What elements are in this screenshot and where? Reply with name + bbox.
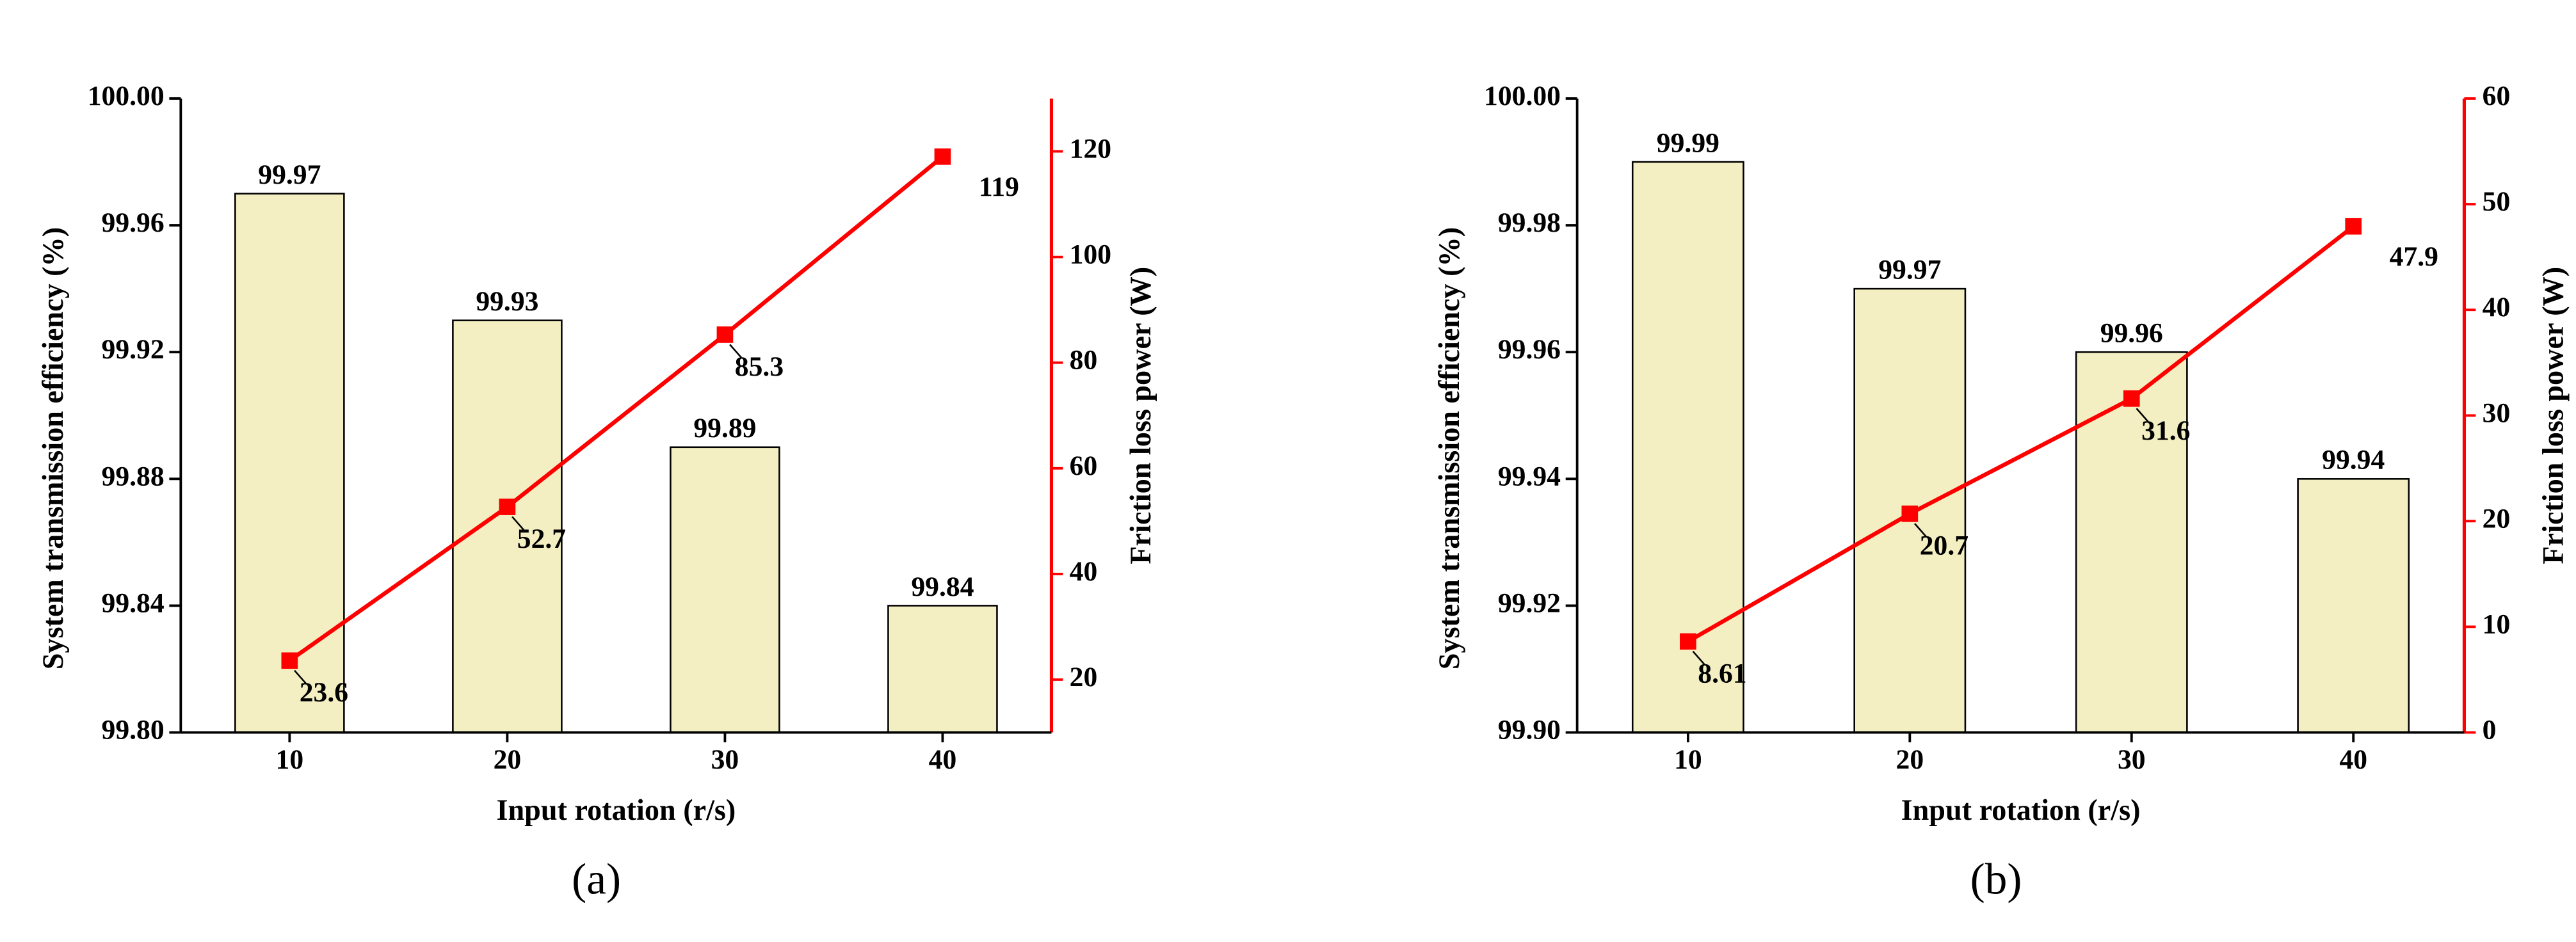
x-tick-label: 40 bbox=[929, 744, 957, 775]
x-tick-label: 10 bbox=[276, 744, 304, 775]
y2-tick-label: 0 bbox=[2483, 715, 2497, 746]
bar-value-label: 99.97 bbox=[258, 159, 321, 190]
y2-tick-label: 30 bbox=[2483, 397, 2511, 428]
marker bbox=[499, 499, 516, 515]
y2-tick-label: 20 bbox=[1070, 662, 1098, 692]
y-tick-label: 99.84 bbox=[102, 587, 165, 618]
y2-axis-title: Friction loss power (W) bbox=[1124, 267, 1157, 564]
y-tick-label: 100.00 bbox=[1484, 81, 1561, 111]
leader-line bbox=[511, 516, 525, 531]
y2-tick-label: 80 bbox=[1070, 345, 1098, 376]
bar bbox=[2297, 478, 2410, 733]
marker bbox=[716, 326, 734, 343]
y-tick-label: 99.90 bbox=[1498, 715, 1561, 746]
y2-tick-label: 120 bbox=[1070, 134, 1111, 164]
y-tick-label: 99.80 bbox=[102, 715, 165, 746]
bar-value-label: 99.94 bbox=[2322, 445, 2385, 475]
y2-tick-label: 60 bbox=[2483, 81, 2511, 111]
point-value-label: 119 bbox=[979, 172, 1019, 202]
y2-tick-label: 40 bbox=[1070, 556, 1098, 587]
y-tick-label: 99.92 bbox=[1498, 587, 1561, 618]
point-value-label: 23.6 bbox=[300, 677, 348, 708]
caption: (a) bbox=[572, 854, 621, 904]
y2-tick-label: 100 bbox=[1070, 239, 1111, 270]
bar-value-label: 99.96 bbox=[2100, 318, 2163, 349]
point-value-label: 31.6 bbox=[2141, 415, 2190, 446]
y2-tick-label: 10 bbox=[2483, 609, 2511, 639]
y2-tick-label: 50 bbox=[2483, 186, 2511, 217]
marker bbox=[1680, 633, 1696, 650]
y-axis-title: System transmission efficiency (%) bbox=[1433, 227, 1465, 669]
bar bbox=[234, 193, 345, 733]
y-tick-label: 99.96 bbox=[1498, 334, 1561, 365]
caption: (b) bbox=[1970, 854, 2022, 904]
bar-value-label: 99.99 bbox=[1657, 127, 1719, 158]
marker bbox=[2345, 218, 2362, 235]
y-tick-label: 100.00 bbox=[88, 81, 165, 111]
bar-value-label: 99.93 bbox=[476, 286, 538, 317]
point-value-label: 8.61 bbox=[1698, 658, 1746, 689]
y2-tick-label: 40 bbox=[2483, 292, 2511, 323]
x-tick-label: 10 bbox=[1674, 744, 1702, 775]
y2-tick-label: 60 bbox=[1070, 451, 1098, 481]
marker bbox=[1901, 505, 1919, 522]
point-value-label: 52.7 bbox=[517, 523, 566, 554]
point-value-label: 85.3 bbox=[735, 351, 784, 382]
bar bbox=[2075, 351, 2188, 733]
y-tick-label: 99.98 bbox=[1498, 207, 1561, 238]
x-tick-label: 30 bbox=[711, 744, 739, 775]
leader-line bbox=[2136, 408, 2149, 422]
y-axis-title: System transmission efficiency (%) bbox=[36, 227, 69, 669]
x-tick-label: 40 bbox=[2339, 744, 2367, 775]
line bbox=[288, 155, 944, 662]
y-tick-label: 99.88 bbox=[102, 461, 165, 491]
leader-line bbox=[1692, 650, 1705, 666]
y-tick-label: 99.92 bbox=[102, 334, 165, 365]
bar bbox=[887, 605, 998, 733]
y-tick-label: 99.96 bbox=[102, 207, 165, 238]
bar-value-label: 99.89 bbox=[693, 413, 756, 443]
point-value-label: 20.7 bbox=[1920, 531, 1968, 561]
marker bbox=[281, 652, 298, 669]
x-tick-label: 30 bbox=[2118, 744, 2146, 775]
bar bbox=[452, 319, 563, 733]
y2-axis-title: Friction loss power (W) bbox=[2537, 267, 2570, 564]
marker bbox=[934, 148, 951, 165]
y2-tick-label: 20 bbox=[2483, 503, 2511, 534]
x-axis-title: Input rotation (r/s) bbox=[496, 794, 736, 826]
leader-line bbox=[294, 669, 307, 685]
bar-value-label: 99.84 bbox=[911, 571, 974, 602]
line bbox=[1687, 225, 2355, 644]
marker bbox=[2123, 390, 2140, 407]
x-tick-label: 20 bbox=[494, 744, 522, 775]
bar-value-label: 99.97 bbox=[1878, 254, 1941, 285]
point-value-label: 47.9 bbox=[2390, 241, 2438, 272]
x-tick-label: 20 bbox=[1896, 744, 1924, 775]
x-axis-title: Input rotation (r/s) bbox=[1901, 794, 2141, 826]
leader-line bbox=[1914, 523, 1927, 538]
y-tick-label: 99.94 bbox=[1498, 461, 1561, 491]
bar bbox=[670, 446, 780, 733]
leader-line bbox=[729, 344, 743, 358]
